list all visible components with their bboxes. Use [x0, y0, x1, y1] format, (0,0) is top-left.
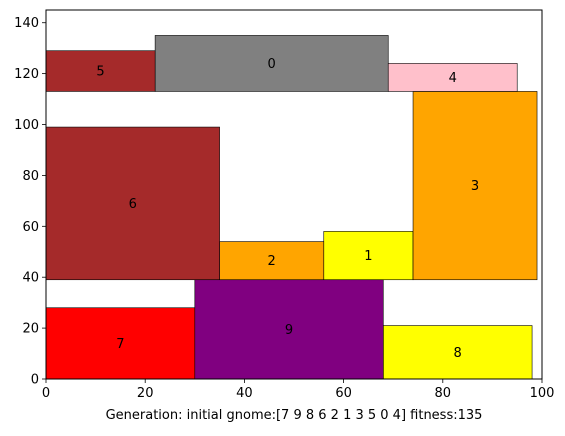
x-tick-label: 20	[137, 386, 154, 401]
rectangle-label-7: 7	[116, 337, 124, 352]
rectangle-label-2: 2	[268, 254, 276, 269]
rectangle-label-1: 1	[364, 249, 372, 264]
rectangle-label-3: 3	[471, 179, 479, 194]
x-axis-ticks: 0 20 40 60 80 100	[42, 379, 555, 401]
rectangle-7	[45, 307, 196, 380]
rectangle-4	[387, 63, 518, 92]
rectangle-1	[323, 231, 414, 281]
y-tick-label: 140	[14, 16, 39, 31]
rectangle-2	[219, 241, 325, 281]
x-tick-label: 80	[435, 386, 452, 401]
rectangle-labels: 0 1 2 3 4 5 6 7 8 9	[96, 57, 479, 361]
rectangle-label-4: 4	[449, 71, 457, 86]
rectangle-0	[154, 35, 389, 92]
x-tick-label: 100	[530, 386, 555, 401]
y-axis-ticks: 0 20 40 60 80 100 120 140	[14, 16, 46, 388]
y-tick-label: 60	[22, 220, 39, 235]
y-tick-label: 0	[31, 373, 39, 388]
y-tick-label: 120	[14, 67, 39, 82]
rectangle-label-9: 9	[285, 323, 293, 338]
x-tick-label: 0	[42, 386, 50, 401]
rectangle-label-0: 0	[268, 57, 276, 72]
rectangle-label-5: 5	[96, 65, 104, 80]
rectangle-5	[45, 50, 156, 92]
plot-frame	[45, 9, 543, 380]
rectangle-6	[45, 126, 220, 281]
y-tick-label: 20	[22, 322, 39, 337]
packing-rectangles	[45, 35, 538, 380]
y-tick-label: 100	[14, 118, 39, 133]
rectangle-label-6: 6	[129, 197, 137, 212]
rectangle-9	[194, 279, 384, 380]
x-tick-label: 60	[335, 386, 352, 401]
y-tick-label: 40	[22, 271, 39, 286]
x-tick-label: 40	[236, 386, 253, 401]
rectangle-3	[412, 91, 538, 281]
rectangle-label-8: 8	[454, 346, 462, 361]
x-axis-label: Generation: initial gnome:[7 9 8 6 2 1 3…	[106, 408, 483, 423]
y-tick-label: 80	[22, 169, 39, 184]
